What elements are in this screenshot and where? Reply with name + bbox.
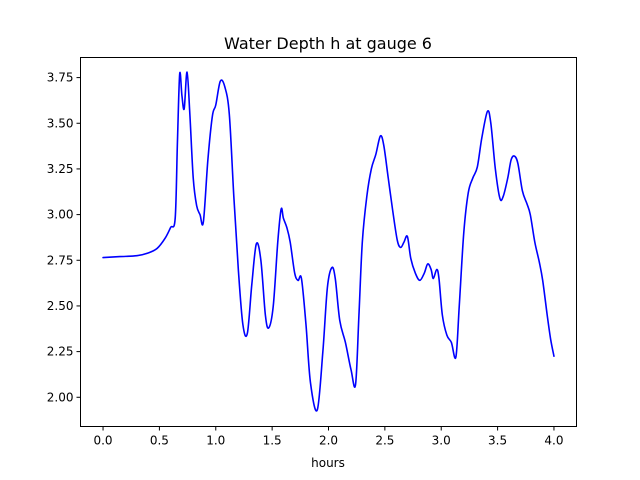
y-tick-label: 2.50: [47, 299, 74, 313]
axes-frame: [80, 57, 577, 427]
x-tick-label: 1.0: [206, 434, 225, 448]
y-tick-label: 3.50: [47, 116, 74, 130]
y-tick-label: 3.75: [47, 71, 74, 85]
x-tick-label: 4.0: [544, 434, 563, 448]
x-tick-label: 3.5: [488, 434, 507, 448]
chart-title: Water Depth h at gauge 6: [224, 34, 432, 53]
y-tick-label: 3.25: [47, 162, 74, 176]
x-tick-label: 1.5: [263, 434, 282, 448]
series-line: [102, 71, 555, 412]
y-tick-label: 2.25: [47, 345, 74, 359]
y-tick-label: 2.75: [47, 253, 74, 267]
x-axis-label: hours: [311, 456, 345, 470]
y-tick-label: 3.00: [47, 208, 74, 222]
plot-area: [102, 71, 555, 412]
x-tick-label: 0.0: [93, 434, 112, 448]
x-tick-label: 2.5: [375, 434, 394, 448]
y-axis: 2.00 2.25 2.50 2.75 3.00 3.25 3.50 3.75: [47, 71, 81, 404]
x-tick-label: 0.5: [150, 434, 169, 448]
y-tick-label: 2.00: [47, 390, 74, 404]
x-tick-label: 2.0: [319, 434, 338, 448]
x-axis: 0.0 0.5 1.0 1.5 2.0 2.5 3.0 3.5 4.0: [93, 426, 564, 448]
x-tick-label: 3.0: [432, 434, 451, 448]
